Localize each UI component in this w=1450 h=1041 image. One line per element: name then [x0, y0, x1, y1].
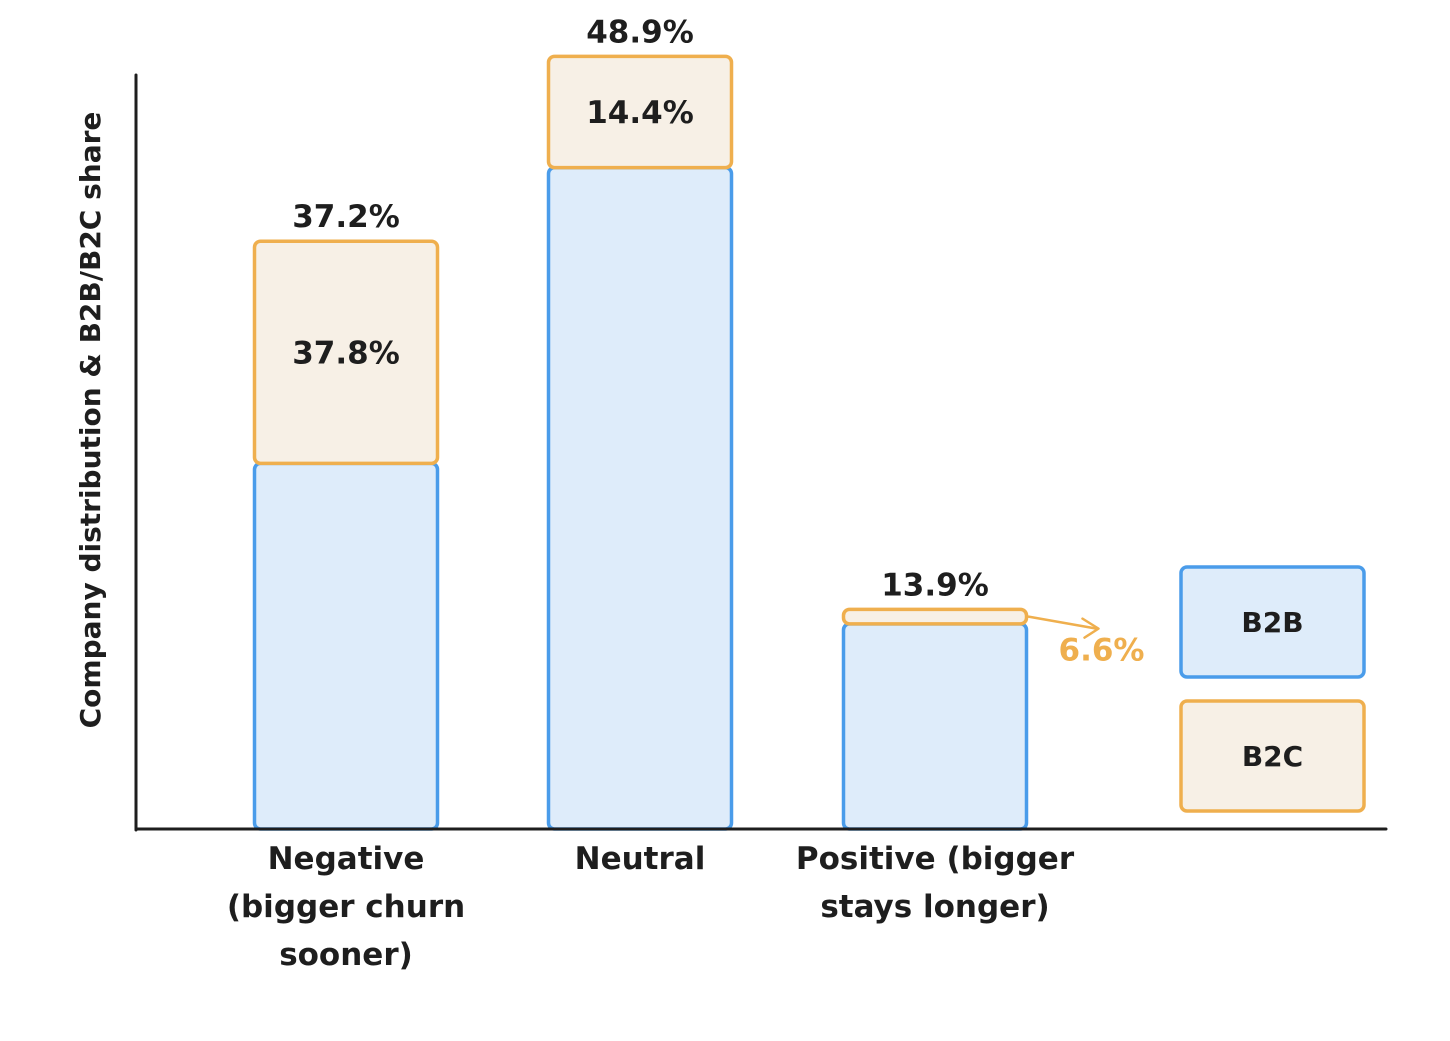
callout-arrowhead-2 [1081, 617, 1100, 639]
total-label-0: 37.2% [292, 199, 400, 235]
b2c-share-label-0: 37.8% [292, 335, 400, 371]
legend: B2B B2C [1179, 565, 1366, 813]
category-label-0-line-0: Negative [268, 841, 425, 877]
bar-b2b-2 [841, 622, 1029, 831]
category-label-0-line-1: (bigger churn [227, 889, 465, 925]
bars-layer [252, 54, 1029, 831]
category-label-2-line-1: stays longer) [820, 889, 1049, 925]
bar-b2c-2 [841, 607, 1029, 626]
labels-layer: 37.2% 37.8% Negative (bigger churn sooner) 48… [227, 14, 1145, 973]
b2c-share-label-1: 14.4% [586, 95, 694, 131]
b2c-share-label-2: 6.6% [1059, 633, 1145, 669]
total-label-1: 48.9% [586, 14, 694, 50]
category-label-2-line-0: Positive (bigger [796, 841, 1075, 877]
legend-swatch-b2b [1179, 565, 1366, 679]
legend-label-b2b: B2B [1241, 606, 1303, 639]
bar-b2c-0 [252, 239, 440, 466]
y-axis-label: Company distribution & B2B/B2C share [74, 112, 107, 729]
legend-label-b2c: B2C [1242, 740, 1303, 773]
category-label-0-line-2: sooner) [279, 937, 413, 973]
total-label-2: 13.9% [881, 567, 989, 603]
bar-b2c-1 [546, 54, 734, 170]
legend-swatch-b2c [1179, 699, 1366, 813]
bar-b2b-1 [546, 165, 734, 831]
bar-b2b-0 [252, 461, 440, 831]
callout-line-2 [1027, 615, 1098, 630]
category-label-1-line-0: Neutral [575, 841, 706, 877]
